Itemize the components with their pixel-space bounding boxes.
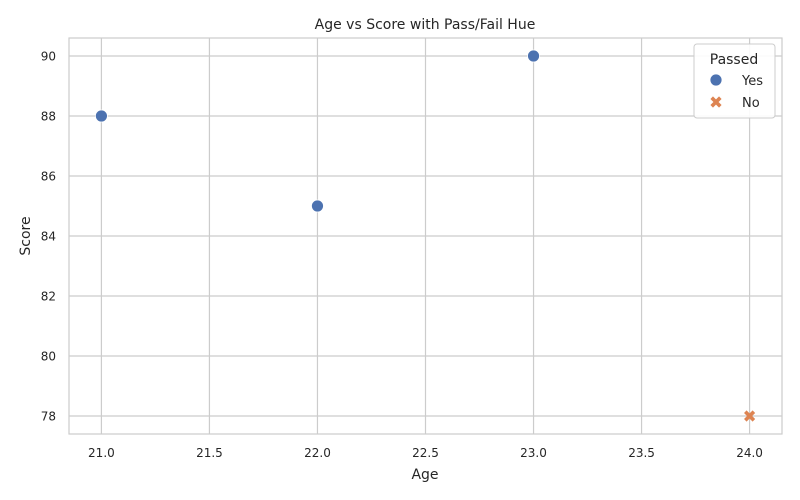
chart-title: Age vs Score with Pass/Fail Hue <box>315 17 536 33</box>
legend: Passed Yes No <box>693 43 776 119</box>
legend-title: Passed <box>710 52 758 68</box>
y-tick-label: 90 <box>41 50 56 64</box>
legend-entries: Yes No <box>709 73 763 111</box>
data-point-no <box>744 410 756 422</box>
legend-marker-no <box>710 96 722 108</box>
data-point-yes <box>527 49 540 63</box>
y-axis-label: Score <box>18 216 34 255</box>
grid-lines <box>69 38 782 434</box>
x-tick-label: 23.0 <box>520 446 547 460</box>
x-tick-label: 23.5 <box>628 446 655 460</box>
x-tick-labels: 21.0 21.5 22.0 22.5 23.0 23.5 24.0 <box>88 446 763 460</box>
x-tick-label: 24.0 <box>736 446 763 460</box>
legend-entry-no: No <box>710 96 760 111</box>
plot-frame <box>68 37 783 435</box>
legend-entry-yes: Yes <box>709 73 763 89</box>
x-axis-label: Age <box>411 467 438 483</box>
legend-label: No <box>742 96 760 111</box>
x-tick-label: 21.5 <box>196 446 223 460</box>
y-tick-label: 84 <box>41 230 56 244</box>
plot-area <box>68 37 783 435</box>
legend-marker-yes <box>709 73 723 87</box>
x-tick-label: 22.0 <box>304 446 331 460</box>
data-points <box>95 49 756 422</box>
data-point-yes <box>95 109 108 123</box>
y-tick-labels: 78 80 82 84 86 88 90 <box>41 50 56 424</box>
y-tick-label: 86 <box>41 170 56 184</box>
x-tick-label: 21.0 <box>88 446 115 460</box>
y-tick-label: 88 <box>41 110 56 124</box>
x-tick-label: 22.5 <box>412 446 439 460</box>
y-tick-label: 80 <box>41 350 56 364</box>
y-tick-label: 78 <box>41 410 56 424</box>
legend-label: Yes <box>741 74 763 89</box>
data-point-yes <box>311 199 324 213</box>
y-tick-label: 82 <box>41 290 56 304</box>
